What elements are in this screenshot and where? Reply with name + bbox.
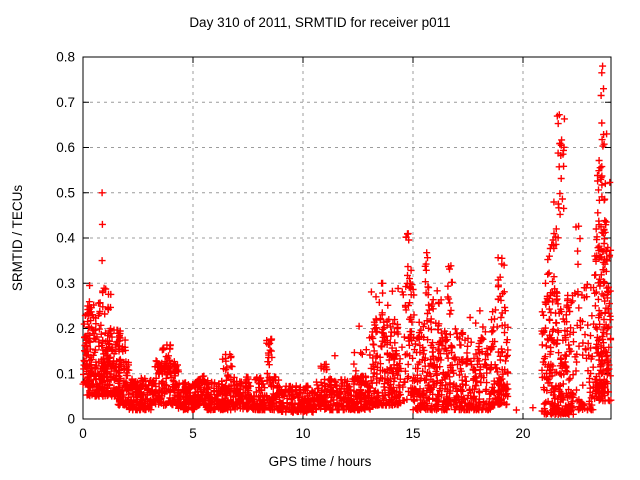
x-tick-label: 5 [189, 426, 197, 441]
x-axis-label: GPS time / hours [269, 454, 372, 469]
chart-title: Day 310 of 2011, SRMTID for receiver p01… [189, 15, 450, 30]
x-tick-label: 0 [79, 426, 87, 441]
y-tick-label: 0.5 [56, 185, 75, 200]
gridlines [83, 57, 611, 419]
y-tick-label: 0.7 [56, 95, 75, 110]
x-tick-label: 20 [515, 426, 530, 441]
y-tick-label: 0.3 [56, 276, 75, 291]
y-tick-label: 0.1 [56, 366, 75, 381]
x-tick-label: 10 [295, 426, 310, 441]
y-tick-label: 0.4 [56, 231, 75, 246]
y-tick-label: 0.2 [56, 321, 75, 336]
y-tick-label: 0.6 [56, 140, 75, 155]
y-axis-label: SRMTID / TECUs [10, 185, 25, 292]
data-points [79, 62, 615, 418]
tick-labels: 0 0.1 0.2 0.3 0.4 0.5 0.6 0.7 0.8 0 5 10 15 20 [56, 50, 530, 442]
y-tick-label: 0 [67, 412, 75, 427]
x-tick-label: 15 [405, 426, 420, 441]
y-tick-label: 0.8 [56, 50, 75, 65]
